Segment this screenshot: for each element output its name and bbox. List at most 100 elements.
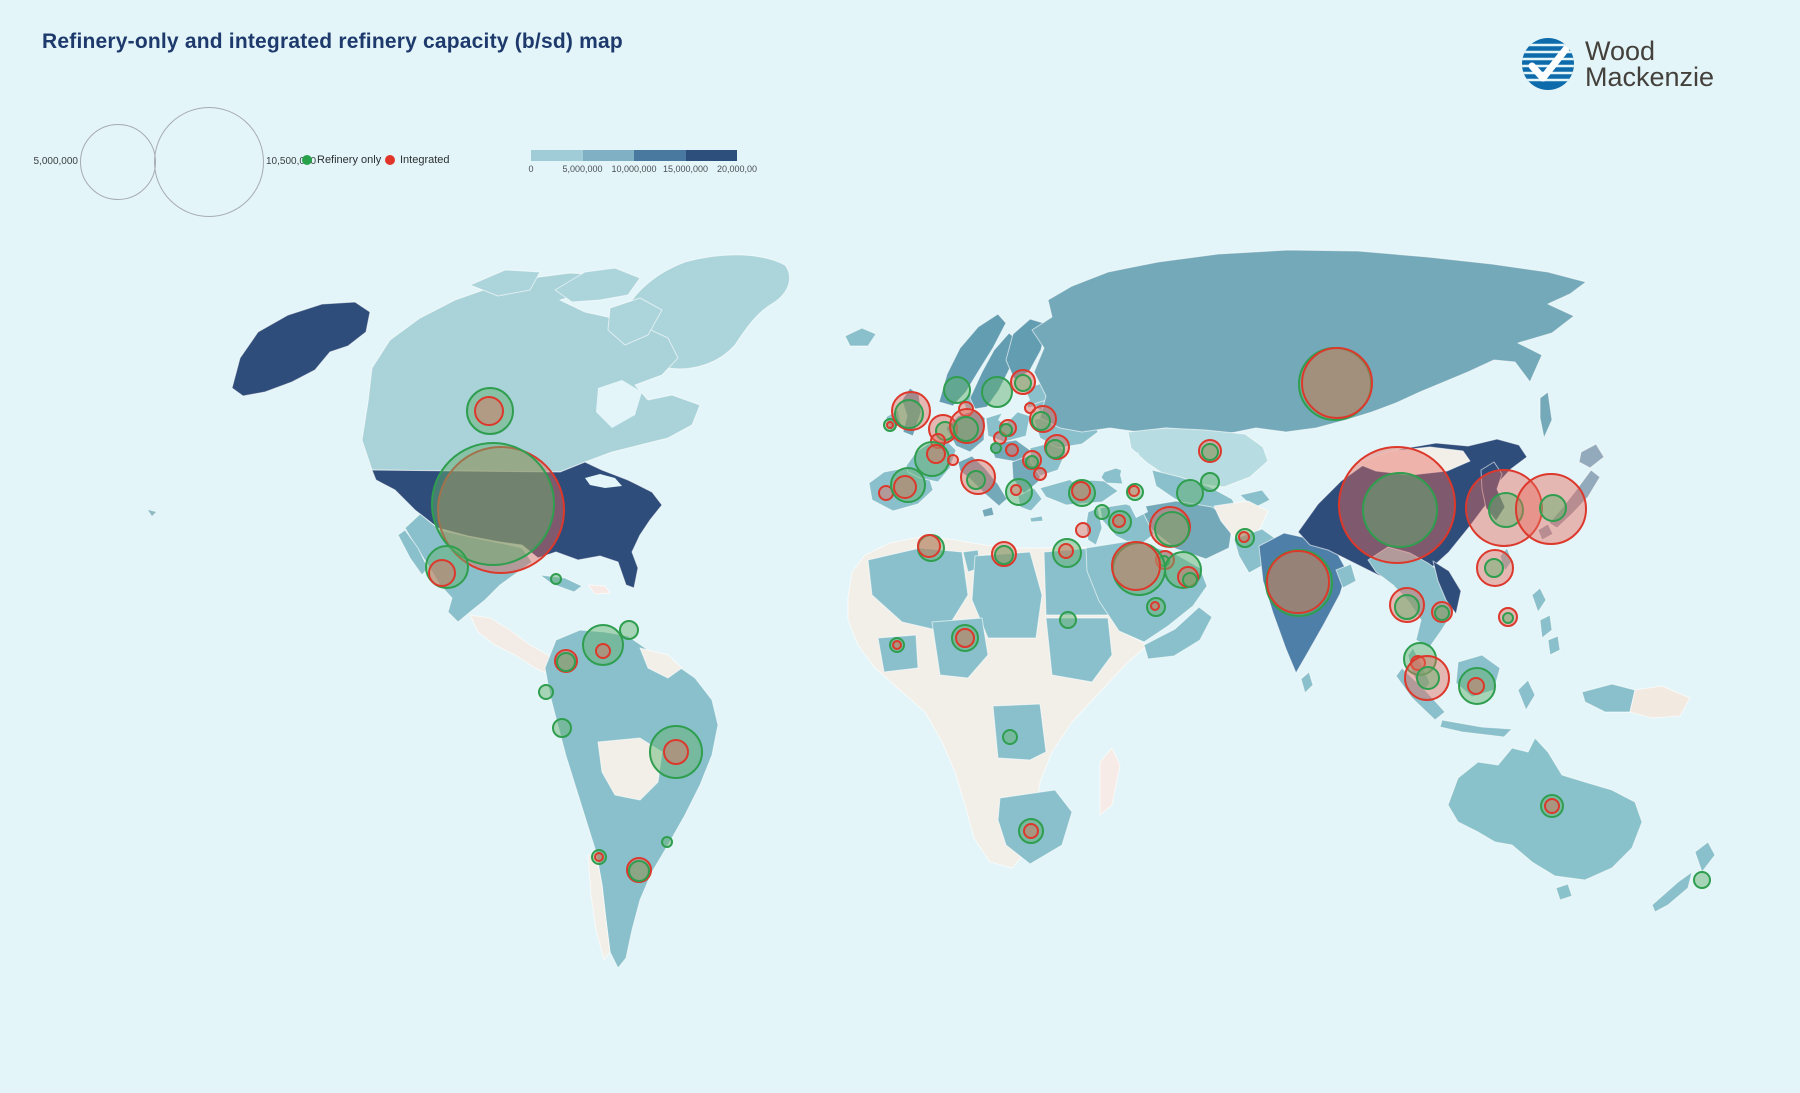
bubble-green-iran[interactable] [1154,511,1190,547]
bubble-green-poland[interactable] [999,423,1013,437]
bubble-green-trinidad-and-tobago[interactable] [619,620,639,640]
bubble-red-azerbaijan[interactable] [1128,485,1140,497]
bubble-red-israel[interactable] [1075,522,1091,538]
bubble-green-south-africa[interactable] [1018,818,1044,844]
bubble-red-saudi-arabia[interactable] [1111,541,1161,591]
bubble-red-canada[interactable] [474,396,504,426]
sumatra [1395,667,1446,721]
bubble-green-italy[interactable] [966,470,986,490]
bubble-green-taiwan[interactable] [1484,558,1504,578]
bubble-red-pakistan[interactable] [1238,531,1250,543]
bubble-red-united-states[interactable] [437,446,565,574]
bubble-red-russia[interactable] [1301,347,1373,419]
bubble-red-bulgaria[interactable] [1033,467,1047,481]
bubble-green-brazil[interactable] [649,725,703,779]
new-guinea-east [1629,685,1691,719]
baltic-sea [998,388,1030,425]
bubble-green-uzbekistan[interactable] [1200,472,1220,492]
country-sudan [1045,617,1113,683]
bubble-red-algeria[interactable] [917,534,941,558]
bubble-green-south-korea[interactable] [1488,492,1524,528]
bubble-red-thailand[interactable] [1389,587,1425,623]
bubble-red-mexico[interactable] [428,559,456,587]
bubble-red-spain[interactable] [893,475,917,499]
bubble-red-chile[interactable] [594,852,604,862]
color-scale-tick: 20,000,00 [716,164,758,174]
bubble-green-turkmenistan[interactable] [1176,479,1204,507]
bubble-green-ukraine[interactable] [1045,439,1065,459]
bubble-green-thailand[interactable] [1394,594,1420,620]
bubble-red-australia[interactable] [1544,798,1560,814]
bubble-green-sweden[interactable] [981,376,1013,408]
country-korea [1480,461,1506,522]
bubble-red-taiwan[interactable] [1476,549,1514,587]
japan-kyushu [1537,523,1554,541]
bubble-red-brazil[interactable] [663,739,689,765]
bubble-green-uruguay[interactable] [661,836,673,848]
bubble-red-ireland[interactable] [886,421,894,429]
bubble-green-argentina[interactable] [628,860,650,882]
bubble-green-finland[interactable] [1014,374,1032,392]
bubble-green-new-zealand[interactable] [1693,871,1711,889]
bubble-red-turkey[interactable] [1071,481,1091,501]
bubble-green-canada[interactable] [466,387,514,435]
bubble-red-japan[interactable] [1515,473,1587,545]
color-scale-tick: 10,000,000 [611,164,657,174]
country-algeria [867,547,969,633]
bubble-green-belarus[interactable] [1031,411,1051,431]
bubble-red-venezuela[interactable] [595,643,611,659]
capacity-bubbles[interactable] [425,347,1711,889]
bubble-green-united-states[interactable] [431,442,555,566]
bubble-green-china[interactable] [1362,472,1438,548]
legend-integrated[interactable]: Integrated [385,154,450,166]
bubble-red-hungary[interactable] [1005,443,1019,457]
black-sea [1058,460,1108,482]
bubble-red-oman[interactable] [1150,601,1160,611]
bubble-green-united-arab-emirates[interactable] [1182,572,1198,588]
bubble-red-iraq[interactable] [1112,514,1126,528]
arctic-islands [469,269,541,297]
bubble-red-china[interactable] [1338,446,1456,564]
bubble-red-switzerland[interactable] [947,454,959,466]
bubble-red-indonesia[interactable] [1467,677,1485,695]
bubble-green-angola[interactable] [1002,729,1018,745]
bubble-red-france[interactable] [926,444,946,464]
bubble-green-ecuador[interactable] [538,684,554,700]
bubble-red-germany[interactable] [949,408,985,444]
bubble-green-norway[interactable] [943,376,971,404]
bubble-red-nigeria[interactable] [955,628,975,648]
bubble-green-libya[interactable] [994,545,1014,565]
bubble-green-qatar[interactable] [1164,551,1202,589]
bubble-green-kazakhstan[interactable] [1201,443,1219,461]
bubble-red-singapore[interactable] [1404,655,1450,701]
bubble-green-japan[interactable] [1539,494,1567,522]
bubble-green-austria[interactable] [990,442,1002,454]
bubble-green-singapore[interactable] [1416,666,1440,690]
bubble-green-sudan[interactable] [1059,611,1077,629]
bubble-green-germany[interactable] [953,416,979,442]
bubble-green-syria[interactable] [1094,504,1110,520]
bubble-green-mexico[interactable] [425,545,469,589]
baja-california [397,529,429,576]
bubble-green-cuba[interactable] [550,573,562,585]
refinery-only-label: Refinery only [317,154,382,166]
bubble-green-vietnam[interactable] [1434,605,1450,621]
bubble-red-india[interactable] [1266,550,1330,614]
bubble-red-egypt[interactable] [1058,543,1074,559]
country-bangladesh [1335,563,1357,589]
bubble-red-greece[interactable] [1010,484,1022,496]
bubble-green-philippines[interactable] [1502,612,1514,624]
wood-mackenzie-globe-icon [1522,38,1574,90]
integrated-label: Integrated [400,154,450,166]
bubble-red-south-africa[interactable] [1023,823,1039,839]
bubble-green-peru[interactable] [552,718,572,738]
bubble-green-romania[interactable] [1025,455,1039,469]
bubble-green-colombia[interactable] [556,652,576,672]
bubble-green-united-kingdom[interactable] [894,399,924,429]
bubble-red-ghana[interactable] [892,640,902,650]
bubble-green-indonesia[interactable] [1458,667,1496,705]
legend-refinery-only[interactable]: Refinery only [302,154,381,166]
bubble-green-ireland[interactable] [883,418,897,432]
bubble-green-india[interactable] [1265,549,1333,617]
